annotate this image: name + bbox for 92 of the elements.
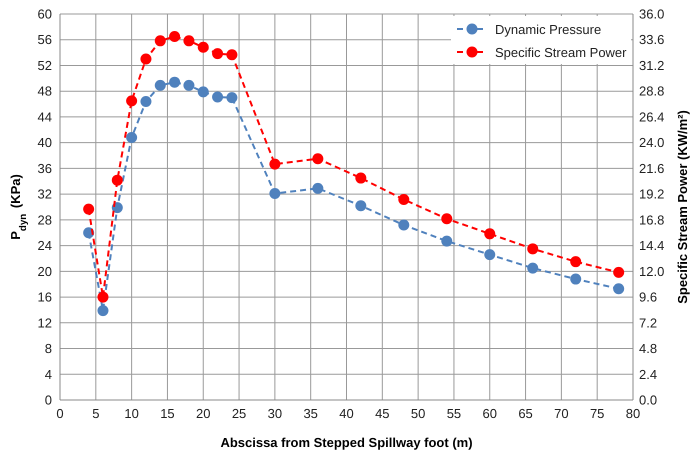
y2-tick-label: 19.2 xyxy=(639,186,664,202)
y2-tick-label: 26.4 xyxy=(639,109,664,124)
point xyxy=(112,202,123,214)
y-tick-label: 8 xyxy=(44,341,52,356)
y-tick-label: 4 xyxy=(44,366,52,382)
x-tick-label: 50 xyxy=(410,406,426,421)
point xyxy=(140,54,152,65)
y-tick-label: 48 xyxy=(38,84,52,99)
x-tick-label: 10 xyxy=(124,406,139,421)
y2-tick-label: 9.6 xyxy=(639,290,658,305)
x-tick-label: 80 xyxy=(626,406,640,421)
y2-axis-title: Specific Stream Power (KW/m²) xyxy=(675,110,690,304)
point xyxy=(154,80,166,91)
y-tick-label: 56 xyxy=(38,32,52,48)
y-tick-label: 12 xyxy=(38,315,52,330)
x-tick-label: 60 xyxy=(482,406,497,421)
y-tick-label: 0 xyxy=(44,392,52,408)
point xyxy=(312,153,324,164)
point xyxy=(570,256,582,268)
point xyxy=(226,49,238,60)
y2-tick-label: 16.8 xyxy=(639,212,664,228)
point xyxy=(398,194,410,205)
y-tick-label: 20 xyxy=(38,264,52,279)
point xyxy=(126,95,138,106)
y2-tick-label: 14.4 xyxy=(639,238,664,254)
y2-tick-label: 28.8 xyxy=(639,84,664,99)
x-tick-label: 15 xyxy=(160,406,175,421)
point xyxy=(126,132,138,144)
x-tick-label: 20 xyxy=(196,406,210,421)
point xyxy=(198,86,209,98)
x-tick-label: 0 xyxy=(56,406,64,421)
point xyxy=(527,243,538,254)
x-tick-label: 70 xyxy=(554,406,569,421)
point xyxy=(269,158,280,170)
x-tick-label: 35 xyxy=(303,406,318,421)
y-tick-label: 32 xyxy=(38,186,52,202)
point xyxy=(183,35,194,46)
point xyxy=(212,91,224,102)
point xyxy=(484,228,496,240)
point xyxy=(355,200,366,212)
y2-tick-label: 31.2 xyxy=(639,58,664,73)
point xyxy=(355,172,366,184)
point xyxy=(97,305,108,316)
point xyxy=(613,283,624,294)
point xyxy=(398,220,410,231)
y-tick-label: 24 xyxy=(38,238,52,254)
x-tick-label: 5 xyxy=(92,406,100,421)
point xyxy=(226,92,238,104)
point xyxy=(484,249,496,260)
point xyxy=(183,80,194,91)
point xyxy=(212,48,224,60)
x-tick-label: 30 xyxy=(268,406,282,421)
x-tick-label: 65 xyxy=(518,406,533,421)
y2-tick-label: 21.6 xyxy=(639,160,664,176)
point xyxy=(83,204,94,215)
point xyxy=(527,262,538,274)
y2-tick-label: 24.0 xyxy=(639,135,664,150)
x-tick-label: 40 xyxy=(339,406,354,421)
legend-label: Specific Stream Power xyxy=(495,45,628,60)
x-axis-title: Abscissa from Stepped Spillway foot (m) xyxy=(220,435,473,450)
legend-label: Dynamic Pressure xyxy=(495,22,602,37)
point xyxy=(112,174,123,186)
y2-tick-label: 0.0 xyxy=(639,392,658,408)
y-tick-label: 16 xyxy=(38,290,52,305)
point xyxy=(441,213,452,224)
point xyxy=(154,35,166,46)
x-tick-label: 45 xyxy=(375,406,390,421)
point xyxy=(441,236,452,247)
point xyxy=(97,292,108,303)
point xyxy=(198,42,209,53)
point xyxy=(140,96,152,107)
y2-tick-label: 7.2 xyxy=(639,315,658,330)
x-tick-label: 25 xyxy=(232,406,246,421)
point xyxy=(570,274,582,285)
y-tick-label: 60 xyxy=(38,6,52,22)
y2-tick-label: 2.4 xyxy=(639,366,658,382)
point xyxy=(169,31,180,42)
y-tick-label: 36 xyxy=(38,160,52,176)
y2-tick-label: 12.0 xyxy=(639,264,664,279)
point xyxy=(613,266,624,278)
point xyxy=(269,188,280,199)
y-tick-label: 28 xyxy=(38,212,52,228)
point xyxy=(312,182,324,194)
point xyxy=(169,76,180,88)
y2-tick-label: 4.8 xyxy=(639,341,658,356)
y-tick-label: 52 xyxy=(38,58,52,73)
x-tick-label: 75 xyxy=(590,406,604,421)
y2-tick-label: 36.0 xyxy=(639,6,664,22)
x-tick-label: 55 xyxy=(446,406,462,421)
y2-tick-label: 33.6 xyxy=(639,32,664,48)
y-tick-label: 40 xyxy=(38,135,52,150)
y-tick-label: 44 xyxy=(38,109,52,124)
